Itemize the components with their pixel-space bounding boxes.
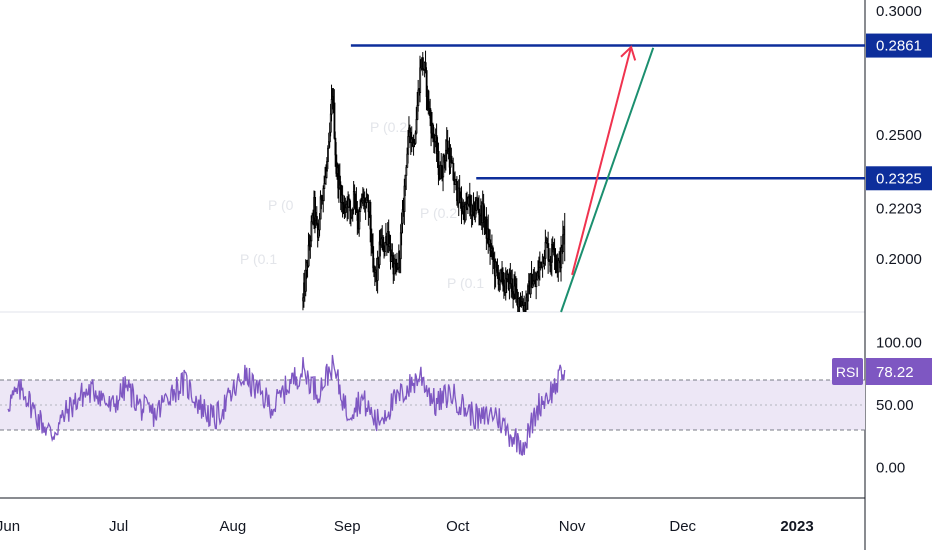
candle-body <box>452 162 455 180</box>
time-tick-label: Jun <box>0 518 20 535</box>
trendline-drawing[interactable] <box>560 47 655 313</box>
candle-body <box>341 194 344 205</box>
time-tick-label: 2023 <box>780 518 813 535</box>
time-tick-label: Sep <box>334 518 361 535</box>
ghost-label: P (0.2 <box>420 205 457 221</box>
ghost-label: P (0.2 <box>370 119 407 135</box>
candle-body <box>560 247 563 269</box>
time-tick-label: Nov <box>559 518 586 535</box>
candle-body <box>384 242 387 252</box>
rsi-value-label: 78.22 <box>876 364 914 381</box>
candle-body <box>544 241 547 259</box>
candle-body <box>422 57 424 70</box>
price-tick-label: 0.2000 <box>876 251 922 268</box>
candle-body <box>478 208 481 216</box>
candle-body <box>414 132 417 144</box>
candle-body <box>360 201 363 208</box>
rsi-line <box>7 354 566 456</box>
candle-body <box>349 200 352 212</box>
candle-body <box>416 105 419 120</box>
candle-body <box>318 218 321 231</box>
candle-body <box>427 90 430 110</box>
ghost-label: P (0.1 <box>447 275 484 291</box>
candle-body <box>551 244 553 263</box>
level-price-label: 0.2861 <box>876 38 922 55</box>
candle-body <box>502 271 505 287</box>
candle-body <box>323 183 326 189</box>
price-tick-label: 0.2500 <box>876 127 922 144</box>
rsi-tick-label: 100.00 <box>876 335 922 352</box>
candle-body <box>376 258 379 281</box>
candle-body <box>339 175 341 186</box>
candle-body <box>382 236 385 251</box>
candle-body <box>314 196 317 221</box>
candle-body <box>446 140 449 154</box>
candle-body <box>409 127 411 133</box>
level-price-tag <box>866 33 932 58</box>
level-price-label: 0.2325 <box>876 170 922 187</box>
ghost-label: P (0 <box>268 197 294 213</box>
ghost-annotation-layer: P (0.2 P (0 P (0.2 P (0.1 P (0.1 <box>240 119 484 291</box>
candle-body <box>304 269 307 292</box>
candle-body <box>327 147 329 162</box>
time-tick-label: Aug <box>220 518 247 535</box>
candle-body <box>511 278 514 293</box>
ghost-label: P (0.1 <box>240 251 277 267</box>
level-price-tag <box>866 166 932 191</box>
candle-body <box>456 181 458 202</box>
candle-body <box>372 246 375 269</box>
candle-body <box>329 113 332 133</box>
price-tick-label: 0.2203 <box>876 200 922 217</box>
level-price-tags: 0.2861 0.2325 <box>866 33 932 191</box>
candle-body <box>547 243 550 261</box>
candle-body <box>419 67 422 93</box>
arrow-drawing[interactable] <box>571 45 637 276</box>
rsi-value-tag <box>866 358 932 385</box>
candle-series <box>302 50 566 312</box>
candle-body <box>557 260 560 273</box>
candle-body <box>310 221 313 242</box>
candle-body <box>403 185 406 212</box>
price-axis-ticks: 0.3000 0.2500 0.2203 0.2000 <box>876 3 922 268</box>
candle-body <box>532 280 535 285</box>
candle-body <box>316 216 318 225</box>
rsi-tick-label: 50.00 <box>876 397 914 414</box>
arrow-shaft <box>571 46 633 276</box>
candle-body <box>415 119 418 134</box>
candle-body <box>307 244 310 267</box>
rsi-name-label: RSI <box>836 364 859 380</box>
arrow-head <box>620 45 637 61</box>
candle-body <box>516 289 518 293</box>
candle-body <box>437 151 440 175</box>
rsi-tick-label: 0.00 <box>876 460 905 477</box>
time-tick-label: Dec <box>669 518 696 535</box>
candle-body <box>333 102 336 139</box>
price-tick-label: 0.3000 <box>876 3 922 20</box>
candle-body <box>328 131 331 143</box>
time-axis-ticks: Jun Jul Aug Sep Oct Nov Dec 2023 <box>0 518 814 535</box>
candle-body <box>424 62 427 71</box>
candle-body <box>399 232 402 260</box>
candle-body <box>417 89 420 106</box>
time-tick-label: Jul <box>109 518 128 535</box>
candle-body <box>359 206 362 212</box>
rsi-name-tag <box>832 358 863 385</box>
rsi-axis-ticks: 100.00 50.00 0.00 <box>876 335 922 477</box>
candle-body <box>450 155 453 163</box>
candle-body <box>425 70 428 97</box>
candle-body <box>353 191 356 196</box>
candle-body <box>535 279 538 288</box>
time-tick-label: Oct <box>446 518 470 535</box>
candle-body <box>405 166 408 176</box>
